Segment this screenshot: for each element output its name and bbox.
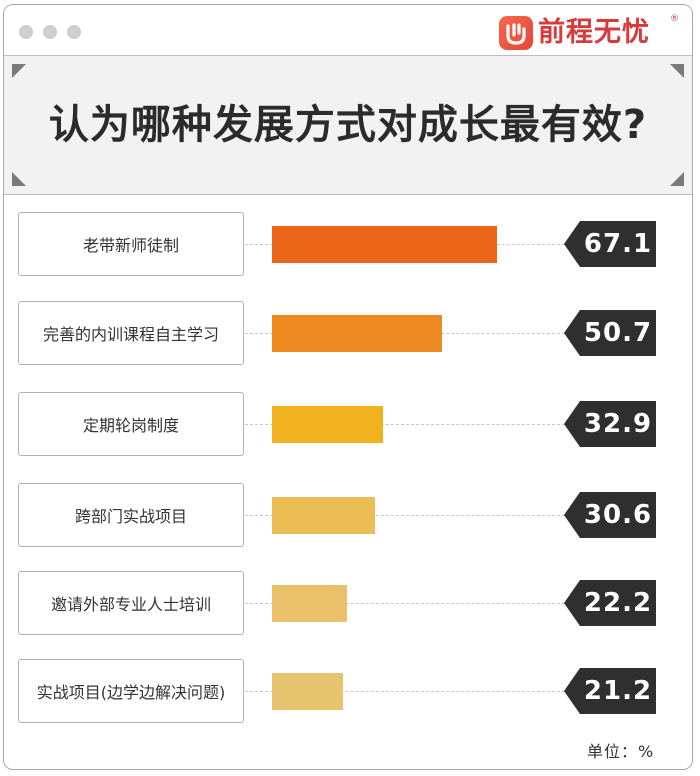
value-tag-background	[564, 310, 656, 356]
category-label: 邀请外部专业人士培训	[18, 571, 244, 635]
value-tag-shape	[564, 310, 656, 356]
value-tag: 21.2	[564, 668, 656, 714]
value-tag-shape	[564, 401, 656, 447]
bar	[272, 585, 347, 622]
value-tag-background	[564, 401, 656, 447]
value-tag-background	[564, 221, 656, 267]
chart-row: 定期轮岗制度 32.9	[4, 392, 692, 458]
chart-title: 认为哪种发展方式对成长最有效?	[48, 102, 648, 148]
corner-triangle-icon	[12, 172, 26, 186]
window-dot-icon	[67, 25, 81, 39]
corner-triangle-icon	[12, 64, 26, 78]
value-tag: 30.6	[564, 492, 656, 538]
value-tag: 32.9	[564, 401, 656, 447]
brand-name: 前程无忧	[538, 17, 650, 48]
bar	[272, 673, 344, 710]
value-tag-shape	[564, 580, 656, 626]
unit-label: 单位：%	[587, 742, 655, 761]
window-frame: 前程无忧 ® 认为哪种发展方式对成长最有效? 老带新师徒制 67.1 完善的内训课程…	[3, 4, 693, 770]
value-tag-background	[564, 580, 656, 626]
bar	[272, 497, 375, 534]
dashed-guide-line	[245, 515, 565, 516]
category-label: 跨部门实战项目	[18, 483, 244, 547]
brand-logo-icon	[499, 16, 533, 50]
corner-triangle-icon	[670, 172, 684, 186]
chart-row: 实战项目(边学边解决问题) 21.2	[4, 659, 692, 725]
dashed-guide-line	[245, 691, 565, 692]
chart-row: 邀请外部专业人士培训 22.2	[4, 571, 692, 637]
value-tag: 50.7	[564, 310, 656, 356]
window-top-bar: 前程无忧 ®	[4, 5, 692, 55]
window-dot-icon	[19, 25, 33, 39]
value-tag: 22.2	[564, 580, 656, 626]
value-tag-shape	[564, 492, 656, 538]
chart-row: 完善的内训课程自主学习 50.7	[4, 301, 692, 367]
data-label: 32.9	[583, 409, 653, 439]
corner-triangle-icon	[670, 64, 684, 78]
bar	[272, 226, 498, 263]
value-tag-background	[564, 492, 656, 538]
dashed-guide-line	[245, 603, 565, 604]
chart-row: 跨部门实战项目 30.6	[4, 483, 692, 549]
title-band: 认为哪种发展方式对成长最有效?	[4, 55, 692, 195]
data-label: 22.2	[583, 588, 653, 618]
dashed-guide-line	[245, 424, 565, 425]
bar	[272, 406, 383, 443]
bar	[272, 315, 443, 352]
bar-chart: 老带新师徒制 67.1 完善的内训课程自主学习 50.7 定期轮岗制度 32.9 跨部门实战…	[4, 193, 692, 733]
chart-row: 老带新师徒制 67.1	[4, 212, 692, 278]
category-label: 定期轮岗制度	[18, 392, 244, 456]
category-label: 实战项目(边学边解决问题)	[18, 659, 244, 723]
window-dot-icon	[43, 25, 57, 39]
value-tag-shape	[564, 668, 656, 714]
value-tag-shape	[564, 221, 656, 267]
data-label: 50.7	[583, 318, 653, 348]
category-label: 老带新师徒制	[18, 212, 244, 276]
category-label: 完善的内训课程自主学习	[18, 301, 244, 365]
data-label: 21.2	[583, 676, 653, 706]
value-tag: 67.1	[564, 221, 656, 267]
data-label: 67.1	[583, 229, 653, 259]
value-tag-background	[564, 668, 656, 714]
brand-registered-mark: ®	[670, 14, 679, 24]
data-label: 30.6	[583, 500, 653, 530]
